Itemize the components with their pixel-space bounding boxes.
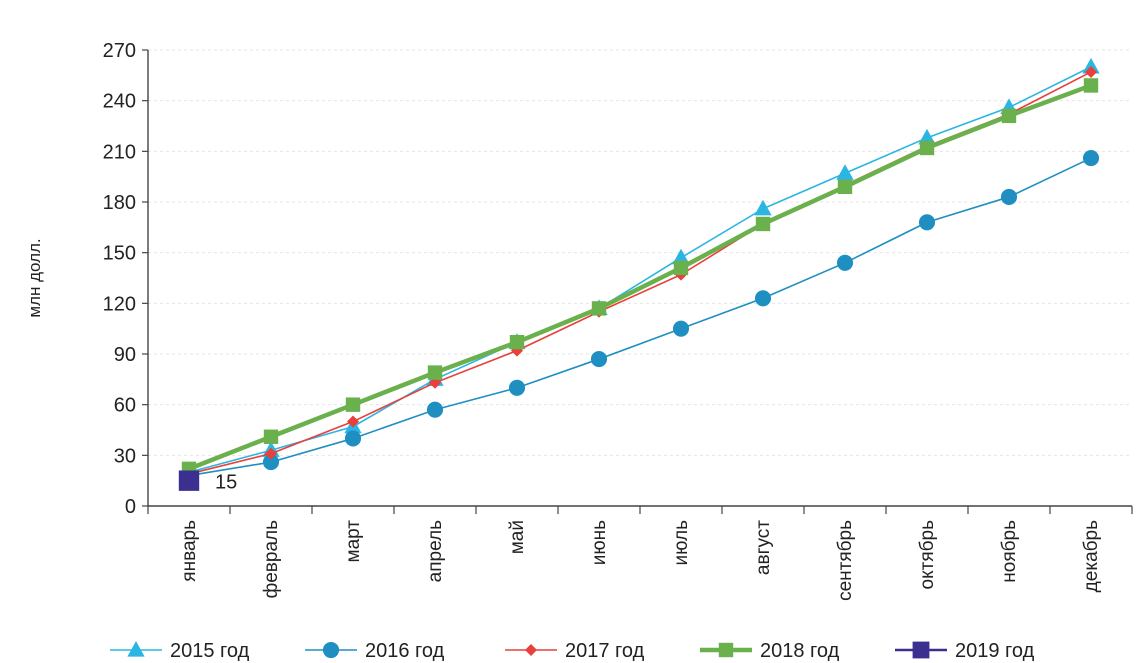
data-point (1001, 108, 1017, 124)
y-tick-label: 60 (114, 395, 136, 417)
data-point (1085, 65, 1097, 78)
data-point (345, 397, 361, 412)
legend-item: 2019 год (895, 640, 1035, 662)
data-point (673, 260, 689, 276)
legend-label: 2016 год (365, 640, 445, 662)
y-tick-label: 270 (103, 40, 136, 62)
data-point (1000, 188, 1018, 205)
series-4 (181, 78, 1099, 477)
data-point (347, 415, 359, 428)
data-point (755, 216, 771, 232)
y-axis-ticks: 0 30 60 90 120 150 180 210 240 270 (103, 40, 148, 518)
legend-marker (718, 642, 734, 658)
data-point (178, 470, 200, 491)
legend-marker (127, 641, 145, 657)
data-point (344, 430, 362, 447)
x-tick-label: октябрь (917, 520, 938, 590)
data-point (426, 401, 444, 418)
x-tick-label: июнь (589, 520, 610, 565)
data-point (590, 351, 608, 368)
x-tick-label: ноябрь (999, 520, 1020, 583)
data-point (1083, 78, 1099, 93)
y-tick-label: 180 (103, 192, 136, 214)
x-tick-label: март (343, 520, 364, 563)
legend-marker (912, 641, 930, 659)
legend-item: 2015 год (110, 640, 250, 662)
legend-label: 2019 год (955, 640, 1035, 662)
legend-marker (525, 644, 537, 656)
x-tick-label: июль (671, 520, 692, 566)
y-tick-label: 210 (103, 141, 136, 163)
data-label: 15 (215, 472, 237, 494)
data-point (836, 164, 854, 180)
series-2 (180, 150, 1100, 484)
y-tick-label: 90 (114, 344, 136, 366)
annotations: 15 (215, 472, 237, 494)
data-point (919, 140, 935, 156)
grid-lines (148, 49, 1132, 456)
series-layer (178, 57, 1100, 491)
y-tick-label: 240 (103, 91, 136, 113)
data-point (262, 454, 280, 471)
legend-marker (322, 641, 340, 659)
data-point (591, 301, 607, 316)
legend-label: 2015 год (170, 640, 250, 662)
y-tick-label: 150 (103, 243, 136, 265)
x-tick-label: сентябрь (835, 520, 856, 601)
data-point (837, 179, 853, 194)
legend-item: 2018 год (700, 640, 840, 662)
series-line (188, 83, 1092, 471)
x-tick-label: январь (179, 520, 200, 582)
data-point (918, 128, 936, 145)
legend-label: 2018 год (760, 640, 840, 662)
legend-item: 2016 год (305, 640, 445, 662)
x-tick-label: декабрь (1081, 520, 1102, 592)
data-point (265, 447, 277, 460)
data-point (1082, 57, 1100, 74)
data-point (1082, 150, 1100, 167)
x-tick-label: февраль (261, 520, 282, 599)
data-point (508, 379, 526, 396)
x-tick-label: май (507, 520, 528, 554)
y-axis-label: млн долл. (25, 238, 44, 317)
x-tick-label: апрель (425, 520, 446, 582)
y-tick-label: 30 (114, 445, 136, 467)
data-point (509, 334, 525, 350)
data-point (427, 365, 443, 380)
x-tick-label: август (753, 520, 774, 575)
y-tick-label: 120 (103, 293, 136, 315)
series-5 (178, 470, 200, 491)
data-point (754, 290, 772, 307)
series-1 (180, 57, 1100, 479)
legend-item: 2017 год (505, 640, 645, 662)
series-line (188, 66, 1092, 473)
data-point (672, 320, 690, 337)
data-point (836, 254, 854, 271)
y-tick-label: 0 (125, 496, 136, 518)
legend: 2015 год 2016 год 2017 год 2018 год 2019 год (110, 640, 1035, 662)
legend-label: 2017 год (565, 640, 645, 662)
data-point (672, 248, 690, 265)
data-point (263, 429, 279, 444)
x-axis-ticks: январь февраль март апрель май июнь июль август… (147, 506, 1133, 601)
data-point (918, 214, 936, 231)
data-point (754, 199, 772, 216)
series-line (188, 157, 1092, 477)
